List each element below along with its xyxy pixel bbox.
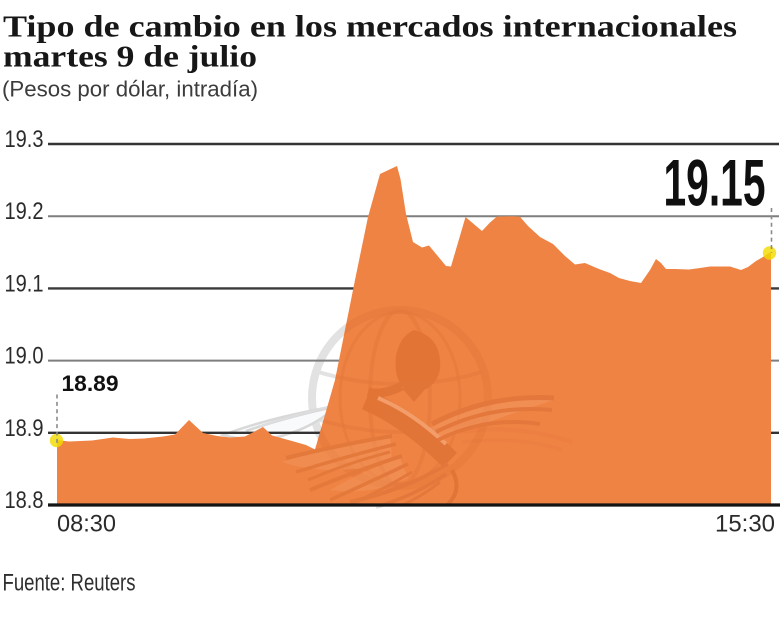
svg-text:18.89: 18.89 (62, 371, 119, 396)
svg-text:19.1: 19.1 (5, 270, 44, 297)
svg-text:martes 9 de julio: martes 9 de julio (3, 39, 257, 74)
svg-text:15:30: 15:30 (715, 511, 775, 538)
svg-text:Tipo de cambio en los mercados: Tipo de cambio en los mercados internaci… (3, 9, 737, 44)
svg-text:19.0: 19.0 (5, 343, 44, 370)
svg-text:Fuente: Reuters: Fuente: Reuters (3, 569, 136, 596)
svg-text:18.9: 18.9 (5, 415, 44, 442)
svg-text:(Pesos por dólar, intradía): (Pesos por dólar, intradía) (2, 77, 258, 102)
svg-text:08:30: 08:30 (57, 511, 116, 538)
svg-text:19.2: 19.2 (5, 198, 44, 225)
svg-text:19.15: 19.15 (664, 146, 766, 220)
svg-text:19.3: 19.3 (5, 126, 44, 153)
svg-text:18.8: 18.8 (5, 487, 44, 514)
